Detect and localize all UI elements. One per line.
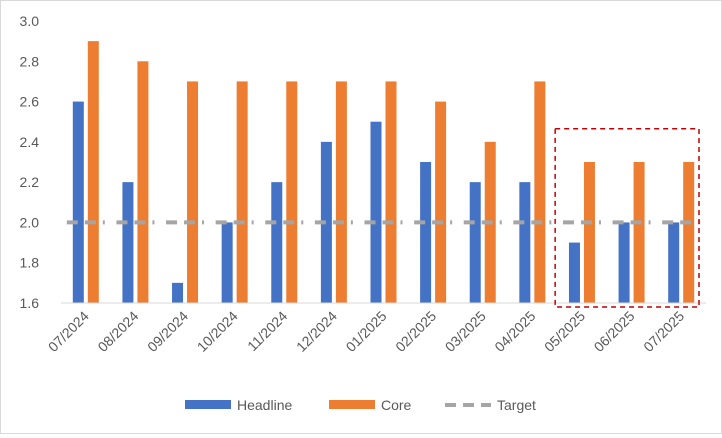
bar-core-07-2025 bbox=[683, 162, 695, 303]
legend-label-headline: Headline bbox=[237, 397, 292, 413]
legend: Headline Core Target bbox=[185, 397, 536, 413]
bar-headline-04-2025 bbox=[519, 182, 531, 303]
bar-core-07-2024 bbox=[87, 41, 99, 304]
legend-label-core: Core bbox=[381, 397, 412, 413]
legend-swatch-core bbox=[329, 400, 375, 409]
x-tick-label: 07/2024 bbox=[45, 308, 92, 355]
y-tick-label: 2.0 bbox=[20, 214, 40, 230]
x-tick-label: 06/2025 bbox=[591, 308, 638, 355]
bar-headline-07-2024 bbox=[72, 101, 84, 303]
bar-headline-12-2024 bbox=[320, 141, 332, 303]
legend-swatch-headline bbox=[185, 400, 231, 409]
bar-core-02-2025 bbox=[435, 101, 447, 303]
x-tick-label: 08/2024 bbox=[94, 308, 141, 355]
bars-group bbox=[72, 41, 695, 304]
bar-headline-11-2024 bbox=[271, 182, 283, 303]
y-tick-label: 2.2 bbox=[20, 174, 40, 190]
bar-core-05-2025 bbox=[583, 162, 595, 303]
x-tick-label: 10/2024 bbox=[194, 308, 241, 355]
y-tick-label: 2.6 bbox=[20, 94, 40, 110]
bar-core-04-2025 bbox=[534, 81, 546, 303]
x-tick-label: 04/2025 bbox=[491, 308, 538, 355]
x-tick-label: 09/2024 bbox=[144, 308, 191, 355]
bar-headline-10-2024 bbox=[221, 222, 233, 303]
bar-headline-02-2025 bbox=[420, 162, 432, 303]
x-axis-labels: 07/2024 08/2024 09/2024 10/2024 11/2024 12/20… bbox=[45, 308, 688, 355]
bar-core-06-2025 bbox=[633, 162, 645, 303]
x-tick-label: 03/2025 bbox=[442, 308, 489, 355]
bar-headline-05-2025 bbox=[568, 242, 580, 303]
y-tick-label: 1.6 bbox=[20, 295, 40, 311]
x-tick-label: 07/2025 bbox=[640, 308, 687, 355]
y-tick-label: 2.4 bbox=[20, 134, 40, 150]
bar-headline-09-2024 bbox=[172, 282, 184, 303]
legend-label-target: Target bbox=[497, 397, 536, 413]
x-tick-label: 11/2024 bbox=[244, 308, 291, 355]
bar-core-09-2024 bbox=[187, 81, 199, 303]
bar-headline-07-2025 bbox=[668, 222, 680, 303]
bar-core-11-2024 bbox=[286, 81, 298, 303]
x-tick-label: 05/2025 bbox=[541, 308, 588, 355]
bar-core-01-2025 bbox=[385, 81, 397, 303]
bar-headline-01-2025 bbox=[370, 121, 382, 303]
bar-core-10-2024 bbox=[236, 81, 248, 303]
x-tick-label: 02/2025 bbox=[392, 308, 439, 355]
y-axis-labels: 1.6 1.8 2.0 2.2 2.4 2.6 2.8 3.0 bbox=[20, 13, 40, 311]
x-tick-label: 12/2024 bbox=[293, 308, 340, 355]
bar-headline-06-2025 bbox=[618, 222, 630, 303]
bar-headline-08-2024 bbox=[122, 182, 134, 303]
y-tick-label: 2.8 bbox=[20, 53, 40, 69]
y-tick-label: 3.0 bbox=[20, 13, 40, 29]
x-tick-label: 01/2025 bbox=[343, 308, 390, 355]
y-tick-label: 1.8 bbox=[20, 255, 40, 271]
bar-core-12-2024 bbox=[335, 81, 347, 303]
bar-headline-03-2025 bbox=[469, 182, 481, 303]
bar-core-08-2024 bbox=[137, 61, 149, 304]
